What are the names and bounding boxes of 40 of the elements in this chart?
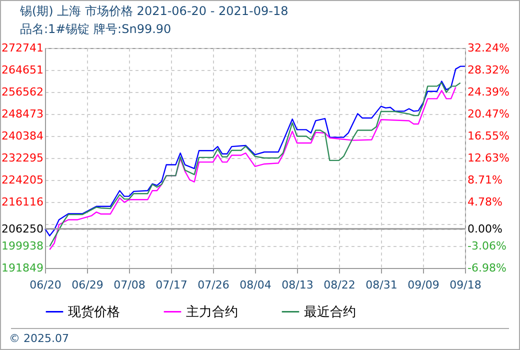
y-tick-label: 272741 bbox=[2, 42, 44, 54]
x-tick-label: 06/29 bbox=[72, 278, 104, 292]
x-tick-label: 07/08 bbox=[114, 278, 146, 292]
y2-tick-label: 0.00% bbox=[468, 222, 502, 236]
y-tick-label: 240384 bbox=[2, 130, 44, 142]
y2-tick-label: 8.71% bbox=[468, 173, 502, 186]
x-tick-label: 07/26 bbox=[198, 278, 230, 292]
x-tick-label: 09/09 bbox=[408, 278, 440, 292]
text: © 2025.07 bbox=[9, 332, 69, 345]
y2-tick-label: 24.39% bbox=[468, 86, 510, 99]
y2-tick-label: 4.78% bbox=[468, 196, 502, 209]
y-tick-label: 224205 bbox=[2, 174, 44, 186]
x-tick-label: 08/22 bbox=[324, 278, 356, 292]
chart-subtitle: 品名:1#锡锭 牌号:Sn99.90 bbox=[20, 22, 172, 36]
y2-tick-label: 32.24% bbox=[468, 42, 510, 54]
x-tick-label: 08/04 bbox=[240, 278, 272, 292]
y-tick-label: 264651 bbox=[2, 64, 44, 76]
y2-tick-label: 12.63% bbox=[468, 152, 510, 164]
y-tick-label: 248473 bbox=[2, 108, 44, 120]
line-series bbox=[44, 66, 466, 236]
x-tick-label: 08/31 bbox=[366, 278, 398, 292]
x-tick-label: 07/17 bbox=[156, 278, 188, 292]
y-tick-label: 206250 bbox=[2, 222, 44, 236]
y2-tick-label: 28.32% bbox=[468, 63, 510, 76]
x-tick-label: 06/20 bbox=[30, 278, 62, 292]
y-tick-label: 216116 bbox=[2, 196, 44, 208]
legend-label: 最近合约 bbox=[304, 304, 356, 320]
y-tick-label: 256562 bbox=[2, 86, 44, 98]
y2-tick-label: 16.55% bbox=[468, 130, 510, 143]
chart-title: 锡(期) 上海 市场价格 2021-06-20 - 2021-09-18 bbox=[19, 4, 288, 18]
y-tick-label: 191849 bbox=[2, 262, 44, 274]
y2-tick-label: -3.06% bbox=[468, 240, 506, 253]
y-tick-label: 199938 bbox=[2, 240, 44, 252]
y-tick-label: 232295 bbox=[2, 152, 44, 164]
x-tick-label: 09/18 bbox=[450, 278, 482, 292]
y2-tick-label: 20.47% bbox=[468, 108, 510, 121]
y2-tick-label: -6.98% bbox=[468, 262, 506, 274]
legend-label: 主力合约 bbox=[186, 304, 238, 320]
legend-label: 现货价格 bbox=[68, 304, 120, 320]
x-tick-label: 08/13 bbox=[282, 278, 314, 292]
